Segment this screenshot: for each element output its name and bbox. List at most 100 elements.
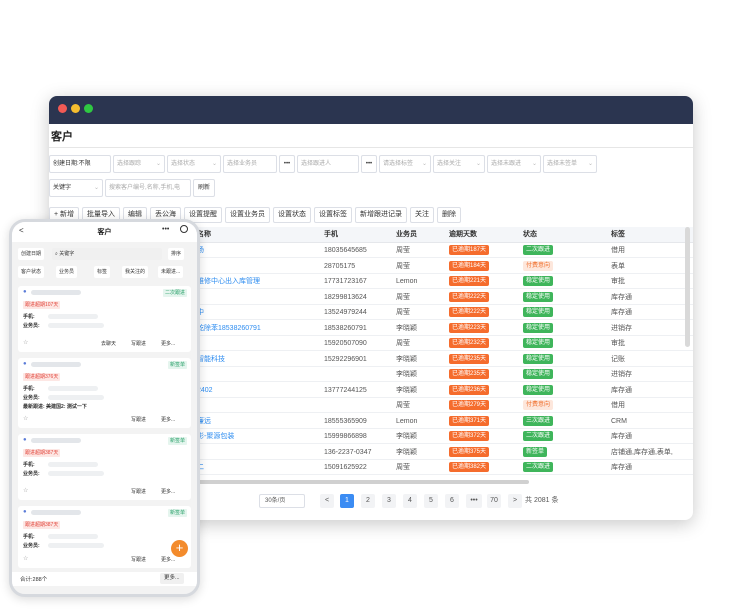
star-icon[interactable]: ☆: [23, 340, 29, 346]
cell-salesman: 李晓颖: [396, 448, 417, 456]
set-status-button[interactable]: 设置状态: [273, 207, 312, 223]
table-row[interactable]: 智能科技 15292296901 李晓颖 已逾期235天 稳定使用 记账: [49, 352, 693, 367]
target-icon[interactable]: [180, 225, 188, 233]
phone-date-filter[interactable]: 创建日期: [18, 248, 45, 260]
filter-more-icon-2[interactable]: •••: [361, 155, 377, 173]
cell-status: 稳定使用: [523, 290, 554, 305]
filter-not-followed[interactable]: 选择未跟进 ⌄: [487, 155, 541, 173]
col-tag[interactable]: 标签: [611, 231, 625, 238]
prev-page-button[interactable]: <: [320, 494, 334, 508]
page-size-select[interactable]: 30条/页: [259, 494, 305, 508]
filter-salesman[interactable]: 选择业务员: [223, 155, 277, 173]
page-button[interactable]: 1: [340, 494, 354, 508]
more-icon[interactable]: •••: [162, 226, 170, 233]
follow-button[interactable]: 关注: [410, 207, 435, 223]
keyword-input[interactable]: 搜索客户编号,名称,手机,电: [105, 179, 191, 197]
next-page-button[interactable]: >: [508, 494, 522, 508]
set-salesman-button[interactable]: 设置业务员: [225, 207, 271, 223]
table-row[interactable]: 中 13524979244 周莹 已逾期222天 稳定使用 库存通: [49, 305, 693, 320]
phone-search-input[interactable]: ⌕ 关键字: [52, 248, 162, 260]
overdue-badge: 已逾期222天: [449, 307, 490, 318]
table-row[interactable]: 2402 13777244125 李晓颖 已逾期236天 稳定使用 库存通: [49, 383, 693, 398]
table-row[interactable]: 二 15091625922 周莹 已逾期382天 二次跟进 库存通: [49, 460, 693, 475]
page-button[interactable]: •••: [466, 494, 482, 508]
customer-card[interactable]: ● 新签单 跟进超期376天 手机: 业务员: 最新跟进: 美建国2: 测试一下 ☆ 写跟进 更…: [18, 358, 191, 428]
filter-tag[interactable]: 请选择标签 ⌄: [379, 155, 431, 173]
card-action-button[interactable]: 去聊天: [101, 341, 117, 347]
status-badge: 二次跟进: [523, 245, 554, 256]
col-phone[interactable]: 手机: [324, 231, 338, 238]
tab-my-follow[interactable]: 我关注的: [122, 266, 149, 278]
card-action-button[interactable]: 更多...: [161, 557, 176, 563]
table-row[interactable]: 136-2237-0347 李晓颖 已逾期375天 新签单 店铺通,库存通,表单,: [49, 445, 693, 460]
card-action-button[interactable]: 写跟进: [131, 341, 147, 347]
page-button[interactable]: 70: [487, 494, 501, 508]
card-action-button[interactable]: 写跟进: [131, 489, 147, 495]
page-button[interactable]: 2: [361, 494, 375, 508]
cell-status: 二次跟进: [523, 429, 554, 444]
cell-phone: 18035645685: [324, 247, 367, 254]
cell-phone: 18299813624: [324, 293, 367, 301]
star-icon[interactable]: ☆: [23, 556, 29, 562]
tab-tag[interactable]: 标签: [94, 266, 111, 278]
star-icon[interactable]: ☆: [23, 488, 29, 494]
card-action-button[interactable]: 写跟进: [131, 557, 147, 563]
card-action-button[interactable]: 更多...: [161, 417, 176, 423]
table-row[interactable]: 乾除苯18538260791 18538260791 李晓颖 已逾期223天 稳定使用 进…: [49, 321, 693, 336]
minimize-dot[interactable]: [71, 104, 80, 113]
customer-card[interactable]: ● 新签单 跟进超期387天 手机: 业务员: ☆ 写跟进 更多...: [18, 434, 191, 500]
table-row[interactable]: 15920507090 周莹 已逾期232天 稳定使用 审批: [49, 336, 693, 351]
close-dot[interactable]: [58, 104, 67, 113]
card-action-button[interactable]: 更多...: [161, 489, 176, 495]
table-row[interactable]: 周莹 已逾期279天 付费意向 借用: [49, 398, 693, 413]
table-row[interactable]: 维修中心出入库管理 17731723167 Lemon 已逾期221天 稳定使用 审批: [49, 274, 693, 289]
col-salesman[interactable]: 业务员: [396, 231, 417, 238]
table-row[interactable]: 18299813624 周莹 已逾期222天 稳定使用 库存通: [49, 290, 693, 305]
delete-button[interactable]: 删除: [437, 207, 462, 223]
cell-salesman: 李晓颖: [396, 371, 417, 378]
add-follow-record-button[interactable]: 新增跟进记录: [355, 207, 408, 223]
filter-status[interactable]: 选择状态 ⌄: [167, 155, 221, 173]
keyword-select[interactable]: 关键字 ⌄: [49, 179, 103, 197]
set-tag-button[interactable]: 设置标签: [314, 207, 353, 223]
horizontal-scrollbar[interactable]: [189, 480, 529, 484]
table-row[interactable]: 场 18035645685 周莹 已逾期187天 二次跟进 借用: [49, 243, 693, 258]
tab-customer-status[interactable]: 客户状态: [18, 266, 45, 278]
star-icon[interactable]: ☆: [23, 416, 29, 422]
phone-sort-button[interactable]: 排序: [168, 248, 185, 260]
filter-more-icon[interactable]: •••: [279, 155, 295, 173]
table-row[interactable]: 廉远 18555365909 Lemon 已逾期371天 三次跟进 CRM: [49, 414, 693, 429]
table-row[interactable]: 28705175 周莹 已逾期184天 付费意向 表单: [49, 259, 693, 274]
phone-total: 合计:288个: [20, 577, 48, 583]
add-fab-button[interactable]: +: [171, 540, 188, 557]
tab-not-followed[interactable]: 未跟进...: [158, 266, 184, 278]
page-button[interactable]: 3: [382, 494, 396, 508]
filter-track[interactable]: 选择跟踪 ⌄: [113, 155, 165, 173]
page-button[interactable]: 5: [424, 494, 438, 508]
set-reminder-button[interactable]: 设置提醒: [184, 207, 223, 223]
filter-follow[interactable]: 选择关注 ⌄: [433, 155, 485, 173]
col-name[interactable]: 名称: [197, 231, 211, 238]
phone-more-button[interactable]: 更多...: [160, 573, 184, 584]
filter-not-signed[interactable]: 选择未签单 ⌄: [543, 155, 597, 173]
filter-follower[interactable]: 选择跟进人: [297, 155, 359, 173]
customer-card[interactable]: ● 新签单 跟进超期387天 手机: 业务员: ☆ 写跟进 更多...: [18, 506, 191, 568]
maximize-dot[interactable]: [84, 104, 93, 113]
refresh-button[interactable]: 刷新: [193, 179, 215, 197]
cell-salesman: Lemon: [396, 278, 418, 285]
table-row[interactable]: 李晓颖 已逾期235天 稳定使用 进销存: [49, 367, 693, 382]
filter-date[interactable]: 创建日期:不限: [49, 155, 111, 173]
table-row[interactable]: 影-聚源包装 15999866898 李晓颖 已逾期372天 二次跟进 库存通: [49, 429, 693, 444]
cell-phone: 136-2237-0347: [324, 448, 372, 456]
customer-card[interactable]: ● 二次跟进 跟进超期107天 手机: 业务员: ☆ 去聊天 写跟进 更多...: [18, 286, 191, 352]
vertical-scrollbar[interactable]: [685, 227, 690, 347]
overdue-badge: 已逾期184天: [449, 260, 490, 271]
card-action-button[interactable]: 更多...: [161, 341, 176, 347]
page-button[interactable]: 6: [445, 494, 459, 508]
back-icon[interactable]: <: [19, 226, 24, 235]
col-overdue[interactable]: 逾期天数: [449, 231, 477, 238]
card-action-button[interactable]: 写跟进: [131, 417, 147, 423]
tab-salesman[interactable]: 业务员: [56, 266, 78, 278]
page-button[interactable]: 4: [403, 494, 417, 508]
col-status[interactable]: 状态: [523, 231, 537, 238]
